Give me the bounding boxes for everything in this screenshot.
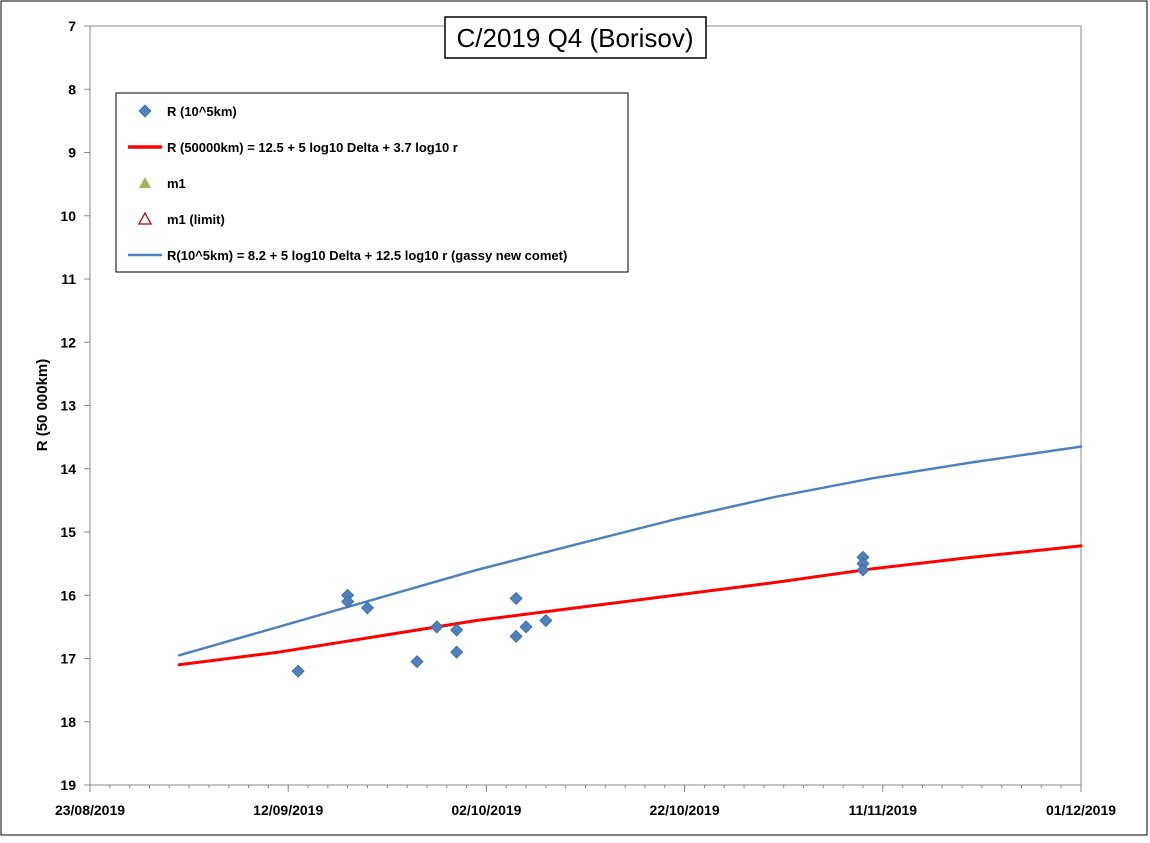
series-line-2	[177, 445, 1083, 657]
x-tick-label: 02/10/2019	[451, 802, 521, 818]
data-point	[450, 623, 464, 637]
data-point	[410, 655, 424, 669]
data-point	[450, 645, 464, 659]
legend-label: R (10^5km)	[167, 104, 237, 119]
y-tick-label: 7	[68, 18, 76, 34]
legend-label: m1	[167, 176, 186, 191]
legend-label: R(10^5km) = 8.2 + 5 log10 Delta + 12.5 l…	[167, 248, 567, 263]
x-tick-label: 12/09/2019	[253, 802, 323, 818]
legend-diamond-swatch	[138, 104, 152, 118]
x-tick-label: 01/12/2019	[1046, 802, 1116, 818]
data-point	[519, 620, 533, 634]
y-tick-label: 15	[60, 524, 76, 540]
y-axis-title: R (50 000km)	[34, 359, 51, 452]
legend-item: R(10^5km) = 8.2 + 5 log10 Delta + 12.5 l…	[128, 248, 567, 263]
y-tick-label: 9	[68, 145, 76, 161]
legend-item: m1 (limit)	[137, 211, 225, 227]
legend-item: R (10^5km)	[138, 104, 237, 119]
legend-triangle-swatch	[139, 177, 151, 188]
series-line-path	[177, 544, 1083, 667]
data-point	[430, 620, 444, 634]
y-tick-label: 19	[60, 777, 76, 793]
title-box: C/2019 Q4 (Borisov)	[444, 16, 707, 59]
data-point	[509, 629, 523, 643]
y-tick-label: 13	[60, 398, 76, 414]
y-tick-label: 14	[60, 461, 76, 477]
y-tick-label: 11	[61, 271, 76, 287]
y-tick-label: 16	[60, 587, 76, 603]
y-tick-label: 12	[60, 334, 76, 350]
y-tick-label: 8	[68, 81, 76, 97]
x-tick-label: 11/11/2019	[849, 802, 918, 818]
y-tick-label: 18	[60, 714, 76, 730]
legend-label: R (50000km) = 12.5 + 5 log10 Delta + 3.7…	[167, 140, 458, 155]
data-point	[509, 591, 523, 605]
x-tick-label: 22/10/2019	[650, 802, 720, 818]
axis-ticks: 7 8 9 10 11 12 13 14 15 16 17 18 19 23/08/2019 12/09/2…	[55, 18, 1116, 818]
chart-title: C/2019 Q4 (Borisov)	[457, 23, 694, 53]
data-point	[360, 601, 375, 615]
data-point	[291, 664, 305, 678]
series-markers-1	[291, 550, 870, 678]
y-tick-label: 10	[60, 208, 76, 224]
legend-label: m1 (limit)	[167, 212, 225, 227]
legend-item: R (50000km) = 12.5 + 5 log10 Delta + 3.7…	[128, 140, 458, 155]
legend: R (10^5km) R (50000km) = 12.5 + 5 log10 D…	[115, 92, 629, 273]
x-tick-label: 23/08/2019	[55, 802, 125, 818]
series-layer	[177, 445, 1083, 678]
legend-items: R (10^5km) R (50000km) = 12.5 + 5 log10 D…	[128, 104, 567, 263]
legend-frame	[115, 92, 629, 273]
data-point	[856, 563, 870, 577]
y-tick-label: 17	[60, 651, 76, 667]
data-point	[539, 613, 553, 628]
series-line-path	[177, 445, 1083, 657]
data-point	[341, 595, 355, 609]
series-line-1	[177, 544, 1083, 667]
legend-open-triangle-swatch	[137, 211, 153, 225]
title-frame	[444, 16, 707, 59]
legend-item: m1	[139, 176, 186, 191]
